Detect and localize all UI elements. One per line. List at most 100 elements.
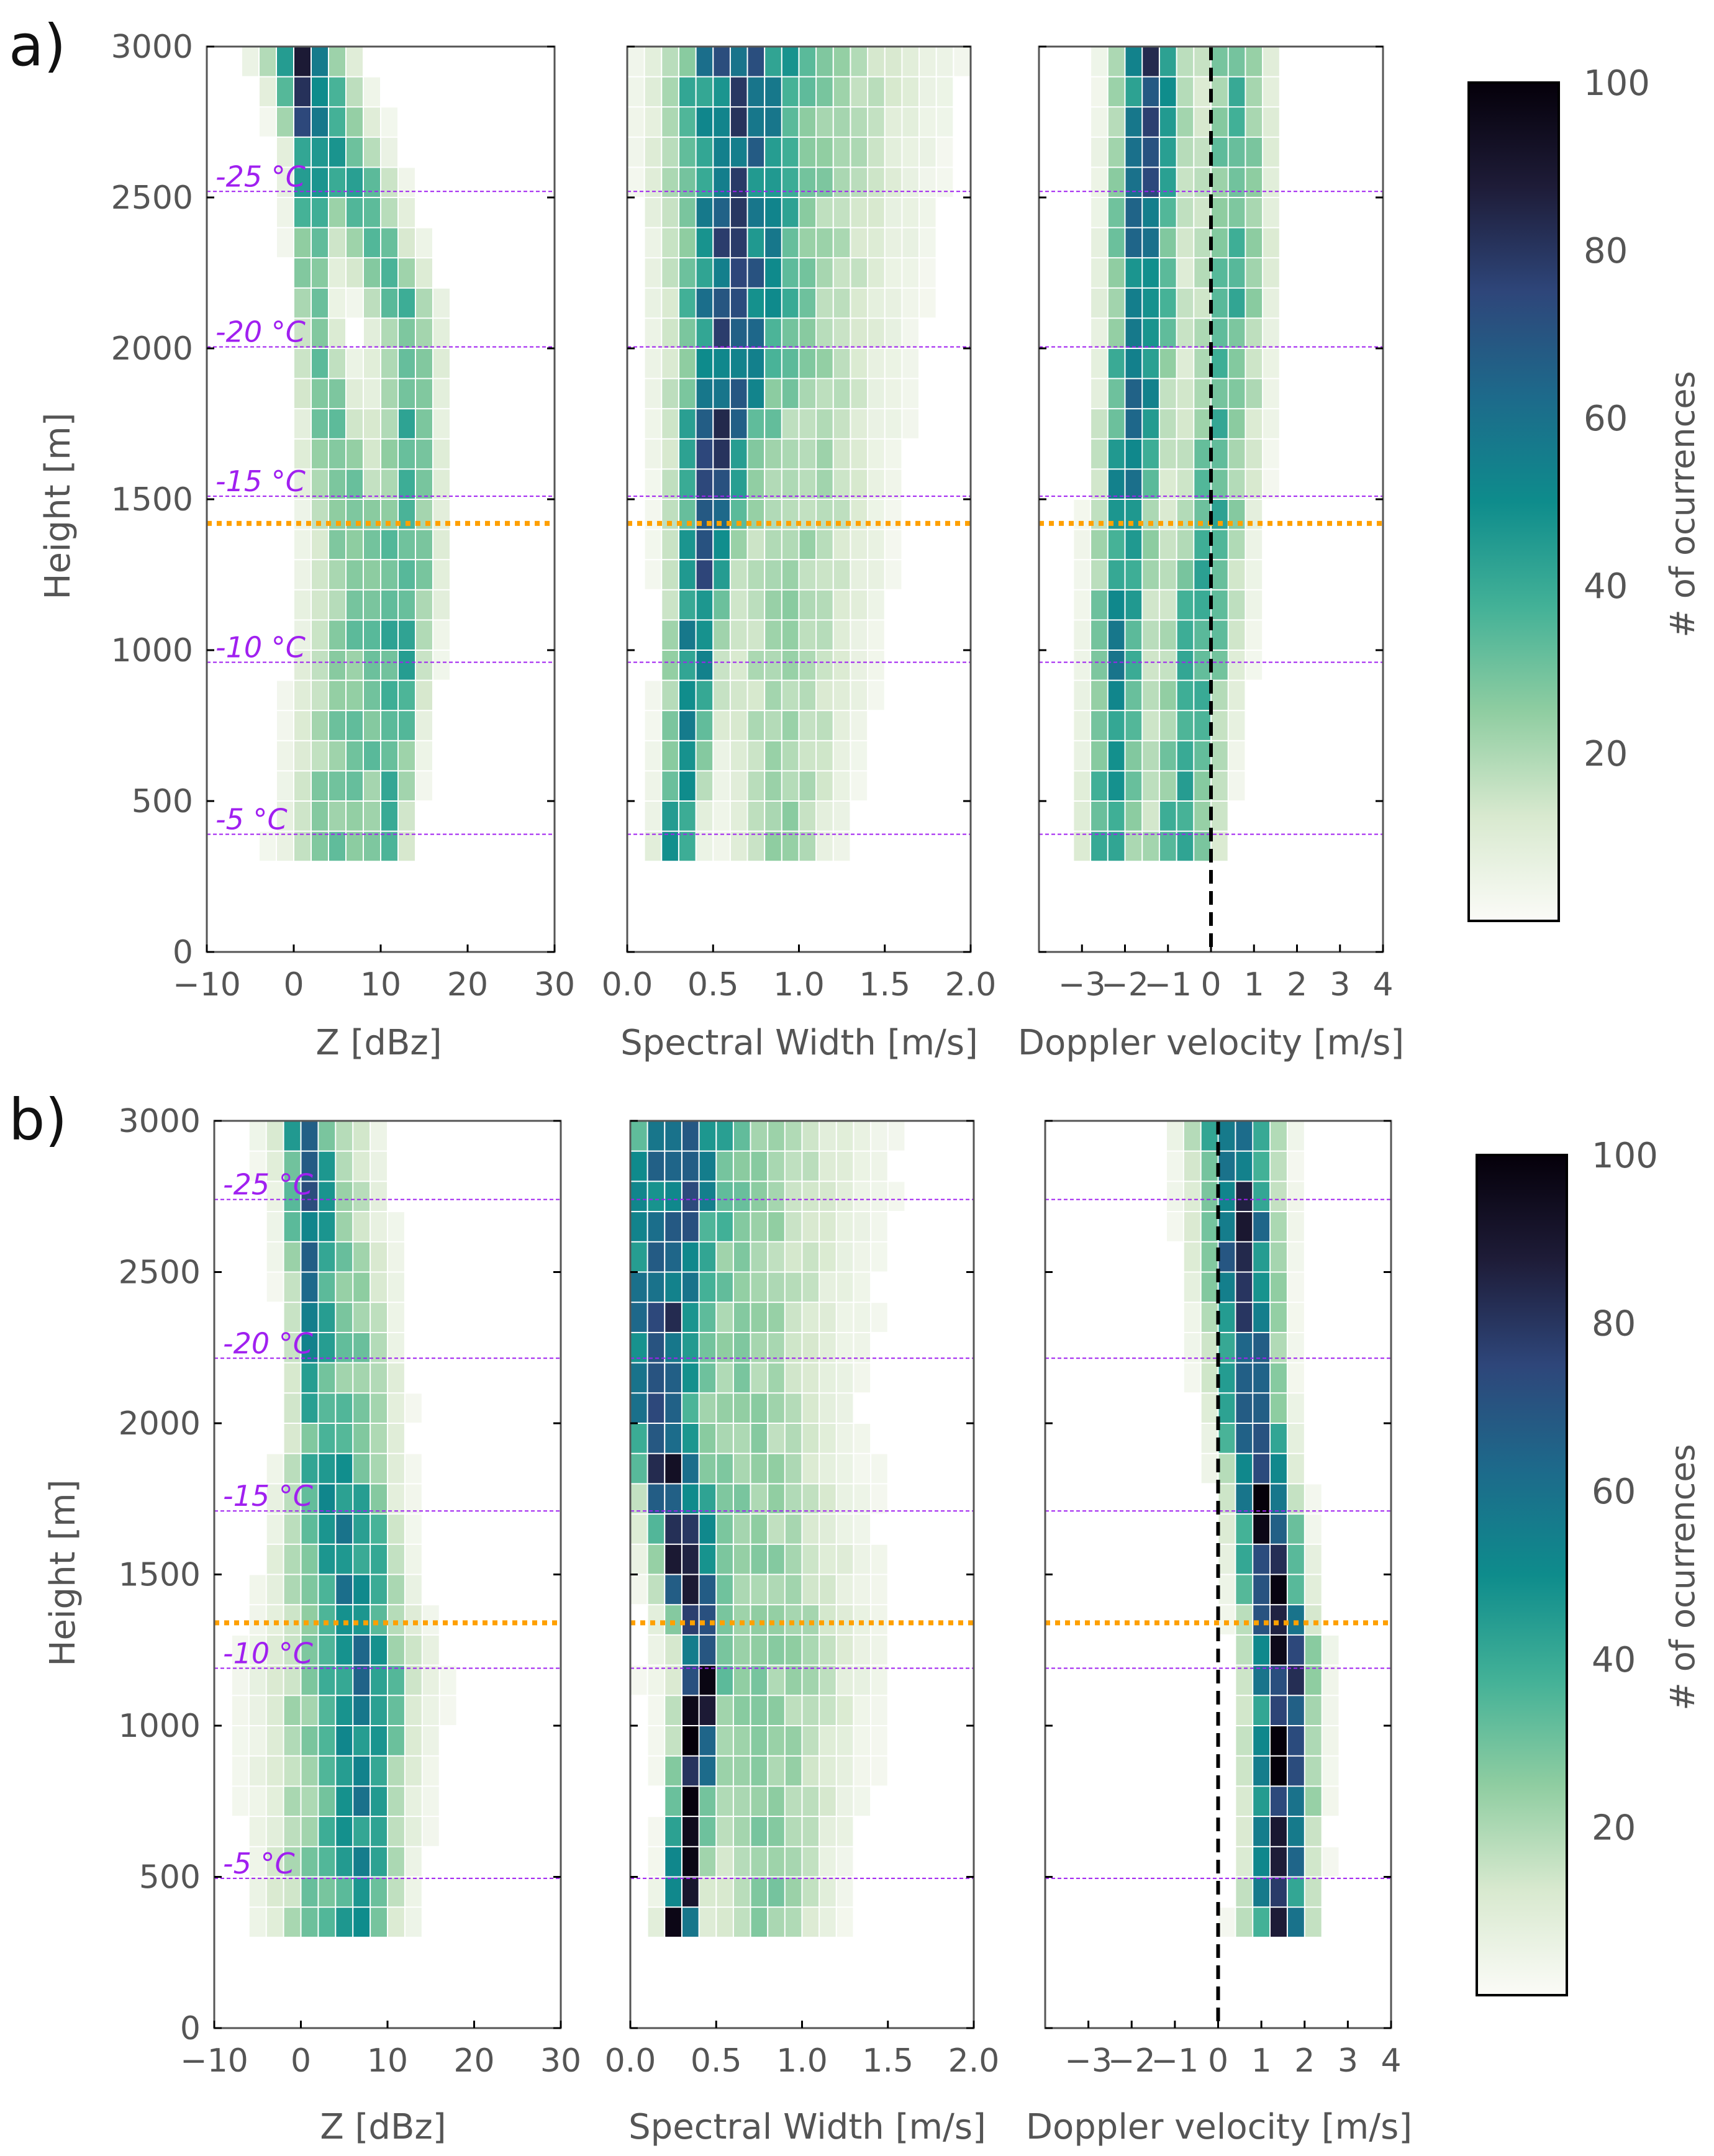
heatmap-cell [648, 1333, 664, 1362]
heatmap-cell [833, 439, 850, 469]
heatmap-cell [785, 1393, 802, 1423]
heatmap-cell [902, 168, 918, 197]
heatmap-cell [1143, 439, 1159, 469]
heatmap-cell [854, 1424, 871, 1453]
heatmap-cell [765, 137, 781, 167]
heatmap-cell [1253, 1575, 1270, 1605]
heatmap-cell [871, 1544, 887, 1574]
heatmap-cell [329, 741, 345, 771]
heatmap-cell [665, 1182, 681, 1212]
heatmap-cell [1108, 439, 1125, 469]
heatmap-cell [679, 439, 696, 469]
heatmap-cell [266, 1787, 283, 1816]
heatmap-cell [820, 1333, 836, 1362]
heatmap-cell [868, 469, 884, 499]
heatmap-cell [679, 802, 696, 831]
heatmap-cell [371, 1515, 387, 1544]
heatmap-cell [1236, 1847, 1253, 1877]
heatmap-cell [920, 77, 936, 107]
heatmap-cell [347, 409, 363, 438]
heatmap-cell [696, 469, 713, 499]
ytick-label: 2500 [119, 1254, 201, 1292]
heatmap-cell [648, 1242, 664, 1272]
heatmap-cell [336, 1544, 353, 1574]
heatmap-cell [817, 349, 833, 378]
heatmap-cell [1305, 1515, 1322, 1544]
heatmap-cell [1246, 469, 1263, 499]
colorbar-tick-label: 80 [1584, 231, 1628, 271]
heatmap-cell [765, 258, 781, 288]
heatmap-cell [730, 590, 747, 620]
heatmap-cell [312, 741, 328, 771]
heatmap-cell [388, 1665, 404, 1695]
heatmap-cell [799, 77, 816, 107]
heatmap-cell [682, 1847, 699, 1877]
heatmap-cell [1287, 1182, 1304, 1212]
heatmap-cell [765, 711, 781, 740]
heatmap-cell [851, 168, 868, 197]
heatmap-cell [329, 379, 345, 409]
heatmap-cell [802, 1544, 819, 1574]
heatmap-cell [1108, 831, 1125, 861]
heatmap-cell [284, 1151, 301, 1181]
heatmap-cell [388, 1726, 404, 1755]
xtick-label: 20 [453, 2042, 494, 2080]
heatmap-cell [802, 1272, 819, 1302]
heatmap-cell [249, 1756, 266, 1786]
heatmap-cell [802, 1605, 819, 1634]
heatmap-cell [730, 258, 747, 288]
heatmap-cell [364, 319, 380, 348]
heatmap-cell [837, 1696, 853, 1725]
heatmap-cell [433, 620, 450, 650]
heatmap-cell [381, 349, 397, 378]
heatmap-cell [730, 741, 747, 771]
heatmap-cell [733, 1787, 750, 1816]
heatmap-cell [1287, 1212, 1304, 1241]
heatmap-cell [1271, 1635, 1287, 1665]
heatmap-cell [665, 1787, 681, 1816]
ytick-label: 2000 [119, 1405, 201, 1443]
colorbar-tick-label: 20 [1584, 734, 1628, 774]
heatmap-cell [648, 1151, 664, 1181]
heatmap-cell [1253, 1635, 1270, 1665]
heatmap-cell [868, 681, 884, 710]
heatmap-cell [802, 1847, 819, 1877]
heatmap-cell [1125, 651, 1142, 680]
heatmap-cell [751, 1726, 768, 1755]
heatmap-cell [381, 530, 397, 559]
heatmap-cell [399, 439, 415, 469]
heatmap-cell [679, 771, 696, 800]
heatmap-cell [717, 1333, 733, 1362]
xtick-label: 10 [367, 2042, 408, 2080]
heatmap-cell [329, 107, 345, 137]
heatmap-cell [902, 349, 918, 378]
heatmap-cell [748, 47, 764, 76]
heatmap-cell [1305, 1696, 1322, 1725]
heatmap-cell [717, 1756, 733, 1786]
heatmap-cell [399, 198, 415, 227]
heatmap-cell [399, 530, 415, 559]
heatmap-cell [1177, 831, 1194, 861]
heatmap-cell [833, 409, 850, 438]
heatmap-cell [1125, 530, 1142, 559]
heatmap-cell [645, 288, 661, 318]
subplot-a-doppler-velocity: −3−2−1 0 1 2 3 4 [1038, 45, 1394, 1003]
heatmap-cell [768, 1756, 784, 1786]
heatmap-cell [416, 530, 432, 559]
heatmap-cell [785, 1635, 802, 1665]
heatmap-cell [802, 1515, 819, 1544]
heatmap-cell [854, 1635, 871, 1665]
heatmap-cell [648, 1363, 664, 1393]
heatmap-cell [1125, 137, 1142, 167]
xtick-label: 0.0 [602, 966, 653, 1003]
heatmap-cell [1305, 1847, 1322, 1877]
heatmap-cell [662, 771, 678, 800]
heatmap-cell [837, 1393, 853, 1423]
heatmap-cell [817, 802, 833, 831]
heatmap-cell [1125, 560, 1142, 589]
heatmap-cell [329, 258, 345, 288]
heatmap-cell [301, 1484, 318, 1514]
heatmap-cell [1218, 1151, 1235, 1181]
heatmap-cell [751, 1877, 768, 1907]
